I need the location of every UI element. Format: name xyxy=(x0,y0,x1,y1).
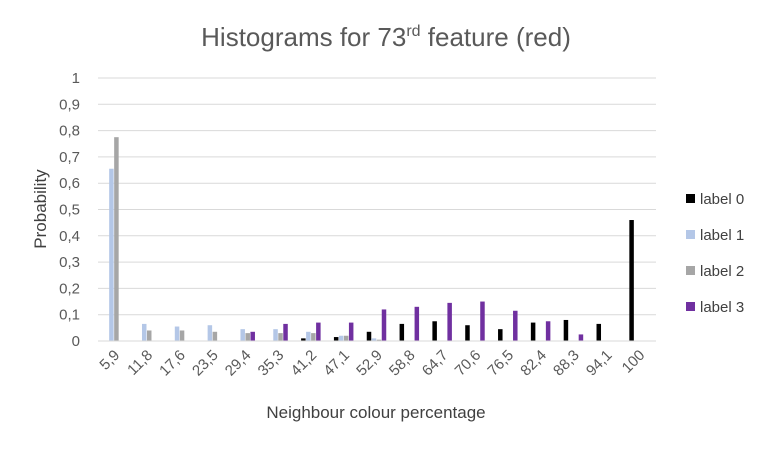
x-tick-label: 64,7 xyxy=(419,347,452,380)
bar-label-2-8 xyxy=(376,339,382,341)
y-tick-label: 0,8 xyxy=(59,123,80,140)
x-axis-title: Neighbour colour percentage xyxy=(266,403,485,422)
x-tick-label: 11,8 xyxy=(124,347,156,379)
bar-label-1-7 xyxy=(338,335,344,341)
bar-label-3-6 xyxy=(316,322,321,341)
bar-label-2-7 xyxy=(343,335,349,341)
bar-label-1-3 xyxy=(207,325,213,341)
x-tick-label: 47,1 xyxy=(320,347,353,380)
legend-swatch-label-3 xyxy=(686,302,695,311)
bar-label-1-6 xyxy=(306,331,311,341)
y-tick-label: 0,4 xyxy=(59,228,80,245)
bar-label-2-5 xyxy=(278,333,283,341)
x-tick-label: 76,5 xyxy=(484,347,517,380)
bar-label-1-0 xyxy=(109,168,114,341)
x-tick-label: 29,4 xyxy=(222,347,255,380)
bar-label-0-9 xyxy=(399,323,405,341)
bar-label-2-2 xyxy=(179,330,185,341)
bar-label-3-11 xyxy=(480,301,485,341)
bar-label-0-10 xyxy=(432,321,437,341)
y-tick-label: 0,6 xyxy=(59,175,80,192)
x-tick-label: 41,2 xyxy=(288,347,321,380)
x-tick-label: 35,3 xyxy=(255,347,288,380)
bar-label-1-8 xyxy=(371,338,377,341)
y-tick-label: 0,3 xyxy=(59,254,80,271)
bar-label-0-6 xyxy=(301,338,306,341)
chart-title-superscript: rd xyxy=(406,23,420,40)
bar-label-3-5 xyxy=(283,323,288,341)
bar-label-1-4 xyxy=(240,329,245,341)
legend-swatch-label-0 xyxy=(686,194,695,203)
x-tick-label: 70,6 xyxy=(452,347,485,380)
legend-swatch-label-1 xyxy=(686,230,695,239)
bar-label-2-1 xyxy=(146,330,152,341)
bar-label-3-8 xyxy=(381,309,387,341)
x-axis-ticks: 5,9 11,8 17,6 23,5 29,4 35,3 41,2 47,1 52,9 58,8 6… xyxy=(96,347,648,380)
x-tick-label: 58,8 xyxy=(386,347,419,380)
chart-title: Histograms for 73rd feature (red) xyxy=(201,22,571,52)
legend-label: label 1 xyxy=(700,227,744,244)
legend: label 0 label 1 label 2 label 3 xyxy=(686,191,744,316)
x-tick-label: 82,4 xyxy=(517,347,550,380)
bar-label-1-2 xyxy=(174,326,180,341)
legend-swatch-label-2 xyxy=(686,266,695,275)
bar-label-3-14 xyxy=(578,334,584,341)
y-tick-label: 0,9 xyxy=(59,96,80,113)
x-tick-label: 100 xyxy=(619,347,649,377)
y-tick-label: 1 xyxy=(72,70,80,87)
x-tick-label: 23,5 xyxy=(189,347,222,380)
bar-label-0-7 xyxy=(333,337,339,341)
bar-label-2-6 xyxy=(311,333,316,341)
bar-label-0-16 xyxy=(629,220,634,341)
bar-label-2-3 xyxy=(212,331,218,341)
bar-label-0-12 xyxy=(498,329,503,341)
x-tick-label: 52,9 xyxy=(353,347,386,380)
bar-label-0-11 xyxy=(465,325,470,341)
bars xyxy=(109,137,634,341)
y-tick-label: 0 xyxy=(72,333,80,350)
x-tick-label: 88,3 xyxy=(550,347,583,380)
bar-label-2-0 xyxy=(114,137,119,341)
bar-label-1-5 xyxy=(273,329,278,341)
bar-label-3-9 xyxy=(414,306,420,341)
bar-label-3-7 xyxy=(348,322,354,341)
x-tick-label: 5,9 xyxy=(96,347,123,374)
bar-label-0-15 xyxy=(596,323,602,341)
y-axis-title: Probability xyxy=(31,169,50,249)
y-tick-label: 0,2 xyxy=(59,280,80,297)
bar-label-3-4 xyxy=(250,331,255,341)
legend-label: label 2 xyxy=(700,263,744,280)
bar-label-0-14 xyxy=(563,319,569,341)
y-tick-label: 0,5 xyxy=(59,202,80,219)
chart-title-main: Histograms for 73 xyxy=(201,22,406,52)
chart-title-suffix: feature (red) xyxy=(421,22,571,52)
bar-label-1-1 xyxy=(141,323,147,341)
bar-label-0-8 xyxy=(366,331,372,341)
legend-label: label 3 xyxy=(700,299,744,316)
bar-label-2-4 xyxy=(245,333,250,341)
bar-label-3-12 xyxy=(513,310,518,341)
x-tick-label: 17,6 xyxy=(156,347,189,380)
bar-label-3-13 xyxy=(545,321,551,341)
y-tick-label: 0,1 xyxy=(59,307,80,324)
gridlines xyxy=(98,77,656,316)
bar-label-0-13 xyxy=(530,322,536,341)
legend-label: label 0 xyxy=(700,191,744,208)
x-tick-label: 94,1 xyxy=(583,347,616,380)
y-axis-ticks: 0 0,1 0,2 0,3 0,4 0,5 0,6 0,7 0,8 0,9 1 xyxy=(59,70,80,350)
bar-label-3-10 xyxy=(447,302,452,341)
y-tick-label: 0,7 xyxy=(59,149,80,166)
